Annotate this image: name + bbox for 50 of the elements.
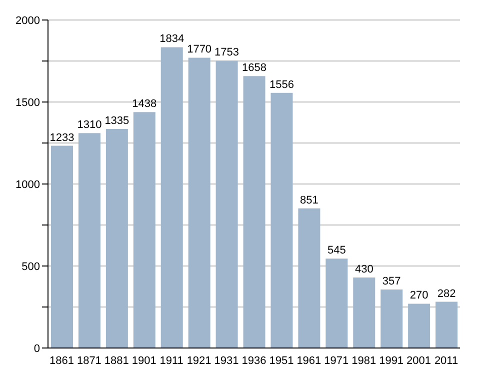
data-label: 430 xyxy=(354,263,374,276)
data-label: 1233 xyxy=(50,132,74,144)
bar xyxy=(436,302,458,348)
data-label: 270 xyxy=(410,290,428,302)
data-label: 851 xyxy=(300,194,318,206)
data-label: 545 xyxy=(327,244,346,257)
x-tick-label: 1961 xyxy=(296,354,322,367)
x-tick-label: 2001 xyxy=(406,354,432,367)
y-tick-label: 0 xyxy=(34,342,40,355)
x-tick-label: 1991 xyxy=(379,354,404,367)
x-tick-label: 1971 xyxy=(324,354,349,367)
x-tick-label: 1861 xyxy=(49,354,74,367)
bar xyxy=(133,112,156,348)
x-tick-label: 1936 xyxy=(242,354,266,367)
bar xyxy=(216,60,238,348)
bar xyxy=(380,289,403,348)
data-label: 357 xyxy=(382,275,401,288)
y-tick-label: 1000 xyxy=(16,178,40,191)
x-tick-label: 1881 xyxy=(104,354,129,367)
bar xyxy=(408,304,430,348)
y-tick-label: 2000 xyxy=(16,14,40,27)
data-label: 282 xyxy=(437,288,456,300)
bar xyxy=(298,208,320,348)
data-label: 1335 xyxy=(104,115,130,128)
bar xyxy=(243,76,266,348)
bar xyxy=(160,47,183,348)
data-label: 1438 xyxy=(132,98,157,110)
x-tick-label: 1951 xyxy=(269,354,294,367)
data-label: 1834 xyxy=(160,33,184,46)
y-tick-label: 1500 xyxy=(16,96,40,109)
x-tick-label: 1981 xyxy=(352,354,376,367)
x-tick-label: 1921 xyxy=(186,354,212,367)
x-tick-label: 1901 xyxy=(132,354,156,367)
y-tick-label: 500 xyxy=(22,260,40,273)
data-label: 1556 xyxy=(269,78,294,91)
bar xyxy=(270,92,293,348)
bar xyxy=(326,258,348,348)
bar xyxy=(78,133,100,348)
x-tick-label: 1931 xyxy=(214,354,239,367)
data-label: 1753 xyxy=(214,46,240,59)
data-label: 1658 xyxy=(242,62,267,74)
data-label: 1310 xyxy=(77,119,102,132)
x-tick-label: 1911 xyxy=(160,354,184,367)
x-tick-label: 2011 xyxy=(434,354,458,367)
bar xyxy=(188,58,210,348)
bar xyxy=(353,277,376,348)
bar xyxy=(51,146,73,348)
x-tick-label: 1871 xyxy=(76,354,102,367)
bar xyxy=(106,129,128,348)
data-label: 1770 xyxy=(187,44,212,56)
